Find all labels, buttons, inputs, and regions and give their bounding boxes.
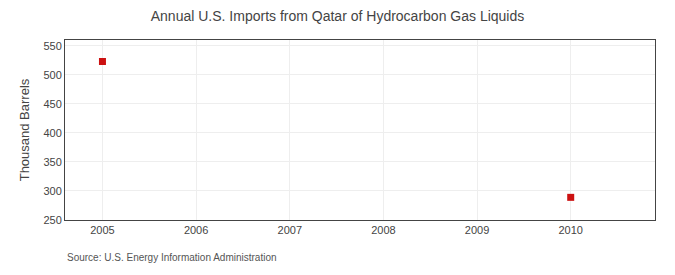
svg-text:2007: 2007 (278, 224, 302, 236)
svg-text:350: 350 (43, 156, 61, 168)
svg-text:2005: 2005 (90, 224, 114, 236)
svg-text:450: 450 (43, 98, 61, 110)
svg-text:400: 400 (43, 127, 61, 139)
svg-text:300: 300 (43, 185, 61, 197)
svg-text:2008: 2008 (371, 224, 395, 236)
svg-text:250: 250 (43, 214, 61, 226)
svg-text:2009: 2009 (465, 224, 489, 236)
svg-text:2010: 2010 (558, 224, 582, 236)
svg-text:550: 550 (43, 40, 61, 52)
svg-text:Annual U.S. Imports from Qatar: Annual U.S. Imports from Qatar of Hydroc… (151, 8, 525, 24)
svg-text:500: 500 (43, 69, 61, 81)
svg-text:2006: 2006 (184, 224, 208, 236)
svg-text:Source: U.S. Energy Informatio: Source: U.S. Energy Information Administ… (67, 252, 277, 263)
svg-text:Thousand Barrels: Thousand Barrels (17, 78, 32, 181)
